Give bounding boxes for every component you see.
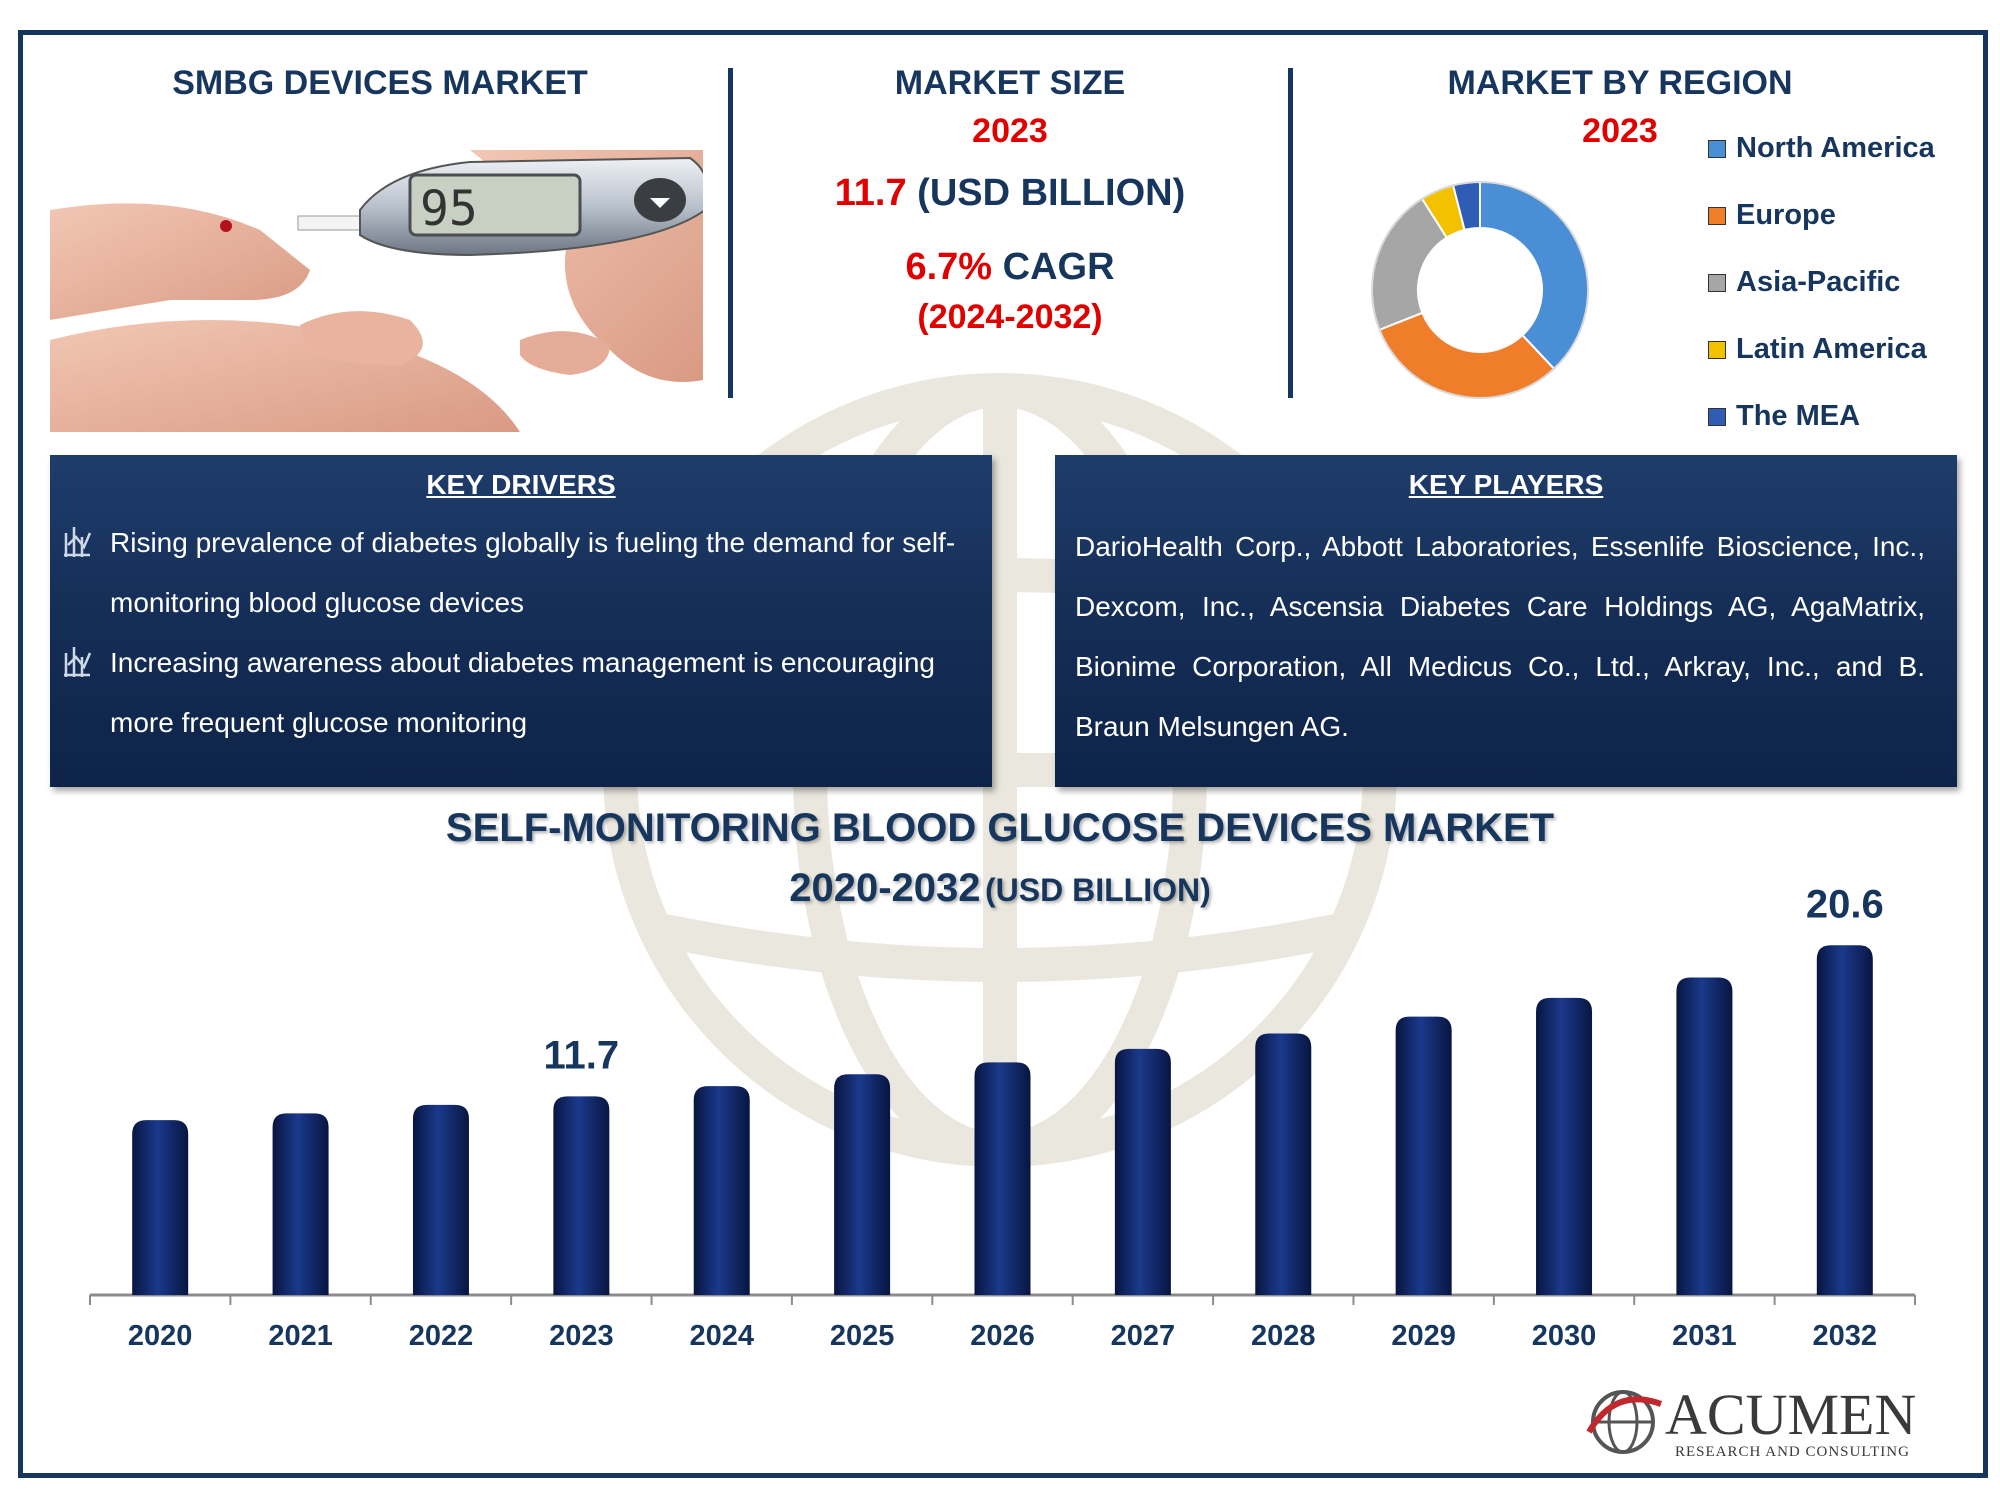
bar-2023 bbox=[553, 1096, 610, 1295]
divider-right bbox=[1288, 68, 1293, 398]
brand-tagline: RESEARCH AND CONSULTING bbox=[1675, 1444, 1910, 1460]
bar-2027 bbox=[1114, 1048, 1171, 1295]
market-size-year: 2023 bbox=[972, 112, 1048, 150]
driver-text: Rising prevalence of diabetes globally i… bbox=[110, 527, 956, 618]
x-tick-label: 2021 bbox=[268, 1320, 333, 1352]
chart-title: SELF-MONITORING BLOOD GLUCOSE DEVICES MA… bbox=[445, 806, 1555, 850]
cagr-line: 6.7% CAGR bbox=[740, 246, 1280, 289]
x-tick-label: 2031 bbox=[1672, 1320, 1737, 1352]
product-title: SMBG DEVICES MARKET bbox=[172, 64, 588, 102]
x-tick-label: 2026 bbox=[970, 1320, 1035, 1352]
cagr-label: CAGR bbox=[1002, 246, 1115, 288]
meter-reading: 95 bbox=[420, 181, 478, 237]
legend-swatch bbox=[1708, 206, 1726, 225]
slice-north-america bbox=[1479, 180, 1589, 371]
market-size-unit: (USD BILLION) bbox=[917, 172, 1186, 214]
glucose-meter-photo: 95 bbox=[50, 150, 703, 432]
region-title: MARKET BY REGION bbox=[1447, 64, 1793, 102]
bar-2025 bbox=[834, 1074, 891, 1295]
brand-name: ACUMEN bbox=[1665, 1382, 1916, 1447]
market-size-value-line: 11.7 (USD BILLION) bbox=[740, 172, 1280, 215]
legend-swatch bbox=[1708, 407, 1726, 426]
x-tick-label: 2020 bbox=[128, 1320, 193, 1352]
donut-outline bbox=[1371, 181, 1589, 399]
region-year: 2023 bbox=[1582, 112, 1658, 150]
legend-label: The MEA bbox=[1736, 400, 1861, 432]
chart-unit: (USD BILLION) bbox=[985, 872, 1211, 908]
bar-2028 bbox=[1255, 1033, 1312, 1295]
legend-item: Asia-Pacific bbox=[1708, 266, 1900, 299]
x-tick-label: 2032 bbox=[1813, 1320, 1878, 1352]
driver-item: Rising prevalence of diabetes globally i… bbox=[64, 513, 974, 633]
driver-item: Increasing awareness about diabetes mana… bbox=[64, 633, 974, 753]
legend-label: Latin America bbox=[1736, 333, 1927, 365]
bar-2026 bbox=[974, 1062, 1031, 1295]
legend-label: Asia-Pacific bbox=[1736, 266, 1901, 298]
key-players-text: DarioHealth Corp., Abbott Laboratories, … bbox=[1075, 531, 1925, 742]
legend-swatch bbox=[1708, 139, 1726, 158]
x-tick-label: 2023 bbox=[549, 1320, 614, 1352]
chart-bullet-icon bbox=[64, 527, 92, 557]
acumen-logo: ACUMEN RESEARCH AND CONSULTING bbox=[1586, 1382, 1916, 1460]
legend-item: Latin America bbox=[1708, 333, 1927, 366]
x-tick-label: 2027 bbox=[1111, 1320, 1176, 1352]
key-drivers-title: KEY DRIVERS bbox=[426, 469, 616, 500]
legend-item: The MEA bbox=[1708, 400, 1860, 433]
bar-2021 bbox=[272, 1113, 329, 1295]
legend-label: Europe bbox=[1736, 199, 1836, 231]
data-label-2032: 20.6 bbox=[1806, 882, 1884, 926]
infographic-frame bbox=[18, 30, 1988, 1478]
x-tick-label: 2024 bbox=[689, 1320, 754, 1352]
key-players-panel: KEY PLAYERS DarioHealth Corp., Abbott La… bbox=[1055, 455, 1957, 787]
chart-subtitle: 2020-2032 (USD BILLION) bbox=[0, 866, 2000, 911]
bar-2024 bbox=[693, 1086, 750, 1295]
key-drivers-panel: KEY DRIVERS Rising prevalence of diabete… bbox=[50, 455, 992, 787]
driver-text: Increasing awareness about diabetes mana… bbox=[110, 647, 935, 738]
bar-2030 bbox=[1536, 997, 1593, 1295]
legend-swatch bbox=[1708, 273, 1726, 292]
bar-2029 bbox=[1395, 1016, 1452, 1295]
cagr-value: 6.7% bbox=[905, 246, 993, 288]
legend-swatch bbox=[1708, 340, 1726, 359]
x-tick-label: 2028 bbox=[1251, 1320, 1316, 1352]
chart-bullet-icon bbox=[64, 647, 92, 677]
region-donut-chart bbox=[1371, 180, 1589, 399]
divider-left bbox=[728, 68, 733, 398]
bar-2031 bbox=[1676, 977, 1733, 1295]
globe-logo-icon bbox=[1586, 1390, 1663, 1454]
x-tick-label: 2030 bbox=[1532, 1320, 1597, 1352]
legend-item: North America bbox=[1708, 132, 1935, 165]
legend-item: Europe bbox=[1708, 199, 1836, 232]
bar-2022 bbox=[412, 1104, 469, 1295]
x-tick-label: 2022 bbox=[409, 1320, 474, 1352]
chart-period: 2020-2032 bbox=[789, 866, 981, 910]
slice-europe bbox=[1378, 311, 1556, 399]
bar-2020 bbox=[132, 1120, 189, 1295]
market-size-title: MARKET SIZE bbox=[894, 64, 1126, 102]
bar-2032 bbox=[1816, 945, 1873, 1295]
key-players-title: KEY PLAYERS bbox=[1408, 469, 1604, 500]
market-size-value: 11.7 bbox=[834, 172, 907, 214]
cagr-period: (2024-2032) bbox=[917, 298, 1103, 336]
slice-the-mea bbox=[1451, 180, 1481, 232]
x-tick-label: 2029 bbox=[1391, 1320, 1456, 1352]
x-tick-label: 2025 bbox=[830, 1320, 895, 1352]
legend-label: North America bbox=[1736, 132, 1935, 164]
data-label-2023: 11.7 bbox=[544, 1033, 620, 1077]
